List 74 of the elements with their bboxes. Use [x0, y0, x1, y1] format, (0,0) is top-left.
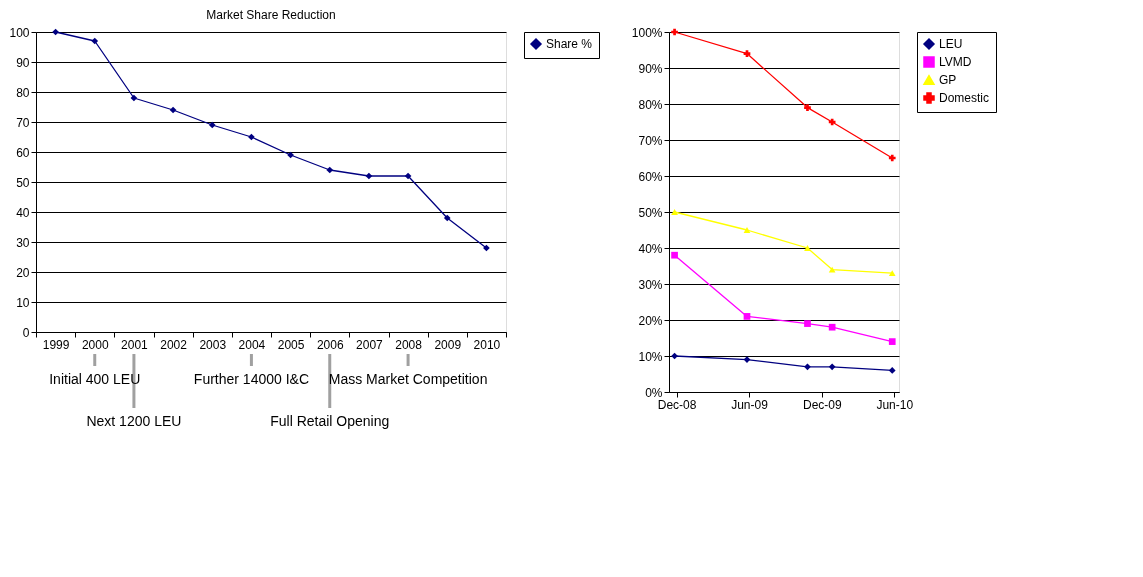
y-tick-label: 10%: [638, 349, 663, 364]
x-tick-label: 2006: [316, 337, 344, 352]
y-tick-label: 70%: [638, 133, 663, 148]
point: [91, 37, 99, 45]
x-tick-label: Jun-10: [876, 397, 914, 412]
point: [804, 363, 811, 371]
y-tick-label: 80%: [638, 97, 663, 112]
legend-label: GP: [939, 73, 957, 87]
y-tick-label: 100%: [631, 25, 663, 40]
annotation: Full Retail Opening: [270, 413, 390, 429]
y-tick-label: 20: [16, 265, 30, 280]
point: [888, 338, 896, 345]
y-tick-label: 60%: [638, 169, 663, 184]
point: [671, 209, 678, 215]
point: [404, 172, 412, 180]
legend-label: Share %: [546, 37, 593, 51]
chart-title: Market Share Reduction: [206, 8, 336, 22]
x-tick-label: 2007: [356, 337, 384, 352]
annotation: Next 1200 LEU: [86, 413, 182, 429]
y-tick-label: 60: [16, 145, 30, 160]
point: [365, 172, 373, 180]
point: [671, 28, 678, 36]
y-tick-label: 0: [22, 325, 30, 340]
y-tick-label: 50%: [638, 205, 663, 220]
legend-label: LEU: [939, 37, 963, 51]
x-tick-label: 2003: [199, 337, 227, 352]
legend-label: LVMD: [939, 55, 972, 69]
x-tick-label: 2008: [395, 337, 423, 352]
x-tick-label: Jun-09: [731, 397, 769, 412]
point: [208, 121, 216, 129]
y-tick-label: 80: [16, 85, 30, 100]
x-tick-label: 2000: [81, 337, 109, 352]
point: [828, 323, 836, 331]
annotation: Further 14000 I&C: [193, 371, 309, 387]
x-tick-label: 2010: [473, 337, 501, 352]
x-tick-label: 2002: [160, 337, 188, 352]
y-tick-label: 10: [16, 295, 30, 310]
y-tick-label: 20%: [638, 313, 663, 328]
y-tick-label: 30%: [638, 277, 663, 292]
x-tick-label: 2001: [121, 337, 149, 352]
x-tick-label: 2005: [277, 337, 305, 352]
point: [804, 245, 811, 251]
y-tick-label: 70: [16, 115, 30, 130]
point: [888, 367, 896, 374]
point: [743, 227, 751, 233]
y-tick-label: 90: [16, 55, 30, 70]
point: [130, 94, 138, 102]
annotation: Mass Market Competition: [328, 371, 488, 387]
point: [888, 154, 896, 162]
x-tick-label: 2004: [238, 337, 266, 352]
x-tick-label: 1999: [42, 337, 70, 352]
x-tick-label: Dec-08: [657, 397, 697, 412]
y-tick-label: 0%: [645, 385, 663, 400]
y-tick-label: 30: [16, 235, 30, 250]
point: [828, 266, 836, 273]
point: [671, 251, 678, 259]
point: [804, 104, 811, 111]
point: [169, 106, 177, 114]
point: [888, 270, 896, 277]
point: [828, 363, 836, 371]
y-tick-label: 90%: [638, 61, 663, 76]
y-tick-label: 40%: [638, 241, 663, 256]
y-tick-label: 50: [16, 175, 30, 190]
x-tick-label: 2009: [434, 337, 462, 352]
annotation: Initial 400 LEU: [49, 371, 141, 387]
point: [743, 313, 751, 320]
point: [443, 214, 451, 222]
point: [804, 320, 811, 327]
point: [743, 50, 751, 57]
y-tick-label: 40: [16, 205, 30, 220]
x-tick-label: Dec-09: [802, 397, 842, 412]
y-tick-label: 100: [9, 25, 30, 40]
legend-label: Domestic: [939, 91, 990, 105]
point: [326, 166, 334, 174]
